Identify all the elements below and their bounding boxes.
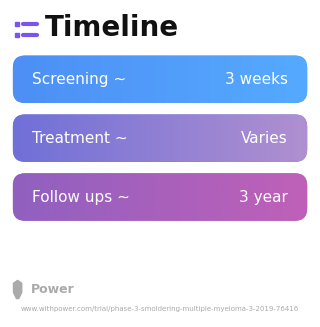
Text: Follow ups ~: Follow ups ~ — [32, 190, 130, 204]
Polygon shape — [13, 280, 22, 299]
Text: 3 weeks: 3 weeks — [225, 72, 288, 87]
Text: 3 year: 3 year — [239, 190, 288, 204]
Text: Power: Power — [30, 283, 74, 296]
FancyBboxPatch shape — [13, 173, 307, 221]
Text: www.withpower.com/trial/phase-3-smoldering-multiple-myeloma-3-2019-76416: www.withpower.com/trial/phase-3-smolderi… — [21, 306, 299, 312]
Text: Varies: Varies — [241, 131, 288, 146]
FancyBboxPatch shape — [13, 114, 307, 162]
FancyBboxPatch shape — [13, 56, 307, 103]
Text: Timeline: Timeline — [45, 14, 179, 42]
Text: Treatment ~: Treatment ~ — [32, 131, 128, 146]
Text: Screening ~: Screening ~ — [32, 72, 126, 87]
